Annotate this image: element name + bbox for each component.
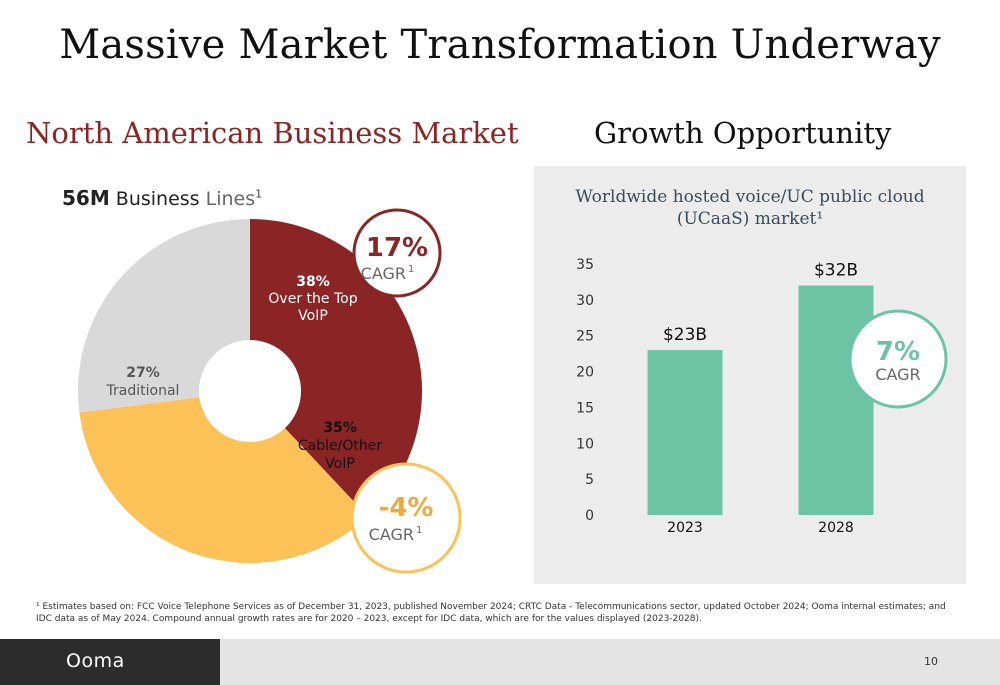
cagr-neg4-value: -4% xyxy=(379,493,434,523)
business-lines-word-b: Lines xyxy=(205,188,256,210)
bar-data-label: $32B xyxy=(814,261,858,281)
y-tick-label: 35 xyxy=(576,257,594,273)
cagr-neg4-footnote-mark: 1 xyxy=(416,525,422,536)
footnote: ¹ Estimates based on: FCC Voice Telephon… xyxy=(36,602,946,624)
cagr-7-label: CAGR xyxy=(875,365,920,384)
business-lines-value: 56M xyxy=(62,186,110,210)
cagr-17-label: CAGR xyxy=(361,264,406,283)
bar-y-axis: 0 5 10 15 20 25 30 35 xyxy=(576,257,594,524)
page-number: 10 xyxy=(924,655,938,668)
bar-2028 xyxy=(798,285,874,515)
cagr-17-footnote-mark: 1 xyxy=(408,264,414,275)
page-title: Massive Market Transformation Underway xyxy=(59,22,941,68)
y-tick-label: 5 xyxy=(585,472,594,488)
bar-2023 xyxy=(647,350,723,515)
bar-marks: $23B 2023 $32B 2028 xyxy=(647,261,874,536)
bar-data-label: $23B xyxy=(663,325,707,345)
x-tick-label: 2023 xyxy=(667,520,703,536)
business-lines-word-a: Business xyxy=(115,188,200,210)
cagr-7-circle xyxy=(848,309,948,409)
pie-label-ott-line2: VoIP xyxy=(298,308,328,324)
bar-chart-title-line2: (UCaaS) market¹ xyxy=(676,209,824,229)
pie-hole xyxy=(199,340,301,442)
cagr-17-circle xyxy=(352,208,442,298)
pie-label-traditional-line1: Traditional xyxy=(106,383,180,399)
x-tick-label: 2028 xyxy=(818,520,854,536)
y-tick-label: 25 xyxy=(576,329,594,345)
footer-bar xyxy=(220,639,1000,685)
pie-label-cable-line2: VoIP xyxy=(325,456,355,472)
cagr-neg4-label: CAGR xyxy=(369,525,414,544)
business-lines-label: 56M Business Lines1 xyxy=(62,186,262,210)
cagr-7-value: 7% xyxy=(876,337,920,367)
pie-label-cable-line1: Cable/Other xyxy=(298,438,382,454)
bar-chart-title: Worldwide hosted voice/UC public cloud (… xyxy=(534,186,966,230)
pie-label-ott-pct: 38% xyxy=(296,274,330,290)
business-lines-footnote-mark: 1 xyxy=(255,187,263,201)
pie-chart: 38% Over the Top VoIP 35% Cable/Other Vo… xyxy=(78,208,462,574)
cagr-17-value: 17% xyxy=(366,233,428,263)
ooma-logo: Ooma xyxy=(66,650,125,672)
y-tick-label: 0 xyxy=(585,508,594,524)
y-tick-label: 15 xyxy=(576,400,594,416)
pie-label-ott-line1: Over the Top xyxy=(268,291,357,307)
y-tick-label: 10 xyxy=(576,436,594,452)
left-section-heading: North American Business Market xyxy=(26,116,519,150)
footer-brand-bar xyxy=(0,639,220,685)
bar-chart-title-line1: Worldwide hosted voice/UC public cloud xyxy=(575,187,925,207)
pie-label-traditional-pct: 27% xyxy=(126,365,160,381)
pie-slice-cable xyxy=(79,391,368,564)
y-tick-label: 20 xyxy=(576,365,594,381)
pie-label-cable-pct: 35% xyxy=(323,420,357,436)
bar-chart: 0 5 10 15 20 25 30 35 $23B 2023 $32B 2028 7% CAGR xyxy=(576,257,948,536)
y-tick-label: 30 xyxy=(576,293,594,309)
cagr-neg4-circle xyxy=(350,462,462,574)
right-section-heading: Growth Opportunity xyxy=(594,116,892,150)
